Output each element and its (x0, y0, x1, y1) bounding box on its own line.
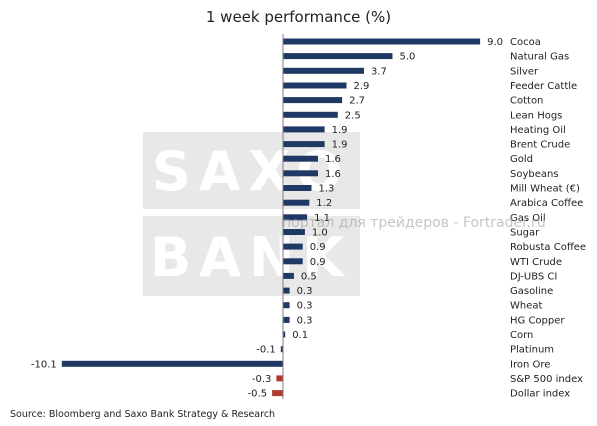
bar-wti-crude (283, 258, 303, 265)
value-label-cotton: 2.7 (349, 96, 365, 107)
value-label-gas-oil: 1.1 (314, 213, 330, 224)
category-label-cocoa: Cocoa (510, 37, 541, 48)
value-label-feeder-cattle: 2.9 (354, 81, 370, 92)
value-label-gasoline: 0.3 (297, 286, 313, 297)
bar-iron-ore (61, 360, 283, 367)
bars-layer: 9.0 Cocoa 5.0 Natural Gas 3.7 Silver 2.9 Feeder… (31, 37, 586, 400)
category-label-heating-oil: Heating Oil (510, 125, 566, 136)
value-label-sugar: 1.0 (312, 228, 328, 239)
value-label-s-p-500-index: -0.3 (252, 374, 272, 385)
category-label-dj-ubs-ci: DJ-UBS CI (510, 271, 557, 282)
bar-corn (283, 331, 286, 338)
value-label-natural-gas: 5.0 (400, 52, 416, 63)
bar-arabica-coffee (283, 199, 310, 206)
category-label-gold: Gold (510, 154, 533, 165)
category-label-soybeans: Soybeans (510, 169, 559, 180)
bar-soybeans (283, 170, 318, 177)
category-label-lean-hogs: Lean Hogs (510, 110, 562, 121)
site-watermark: портал для трейдеров - Fortrader.ru (282, 215, 546, 231)
category-label-iron-ore: Iron Ore (510, 359, 550, 370)
bar-platinum (280, 346, 283, 353)
bar-silver (283, 67, 364, 74)
bar-brent-crude (283, 141, 325, 148)
bar-robusta-coffee (283, 243, 303, 250)
category-label-corn: Corn (510, 330, 533, 341)
bar-gas-oil (283, 214, 308, 221)
chart-source: Source: Bloomberg and Saxo Bank Strategy… (10, 409, 276, 420)
bar-sugar (283, 229, 305, 235)
category-label-feeder-cattle: Feeder Cattle (510, 81, 577, 92)
logo-text-bank: BANK (150, 226, 352, 289)
category-label-wti-crude: WTI Crude (510, 257, 562, 268)
category-label-wheat: Wheat (510, 301, 543, 312)
value-label-heating-oil: 1.9 (332, 125, 348, 136)
value-label-dj-ubs-ci: 0.5 (301, 271, 317, 282)
value-label-iron-ore: -10.1 (31, 359, 57, 370)
category-label-sugar: Sugar (510, 228, 540, 239)
value-label-hg-copper: 0.3 (297, 315, 313, 326)
bar-heating-oil (283, 126, 325, 133)
category-label-robusta-coffee: Robusta Coffee (510, 242, 586, 253)
category-label-silver: Silver (510, 66, 539, 77)
value-label-corn: 0.1 (292, 330, 308, 341)
bar-hg-copper (283, 316, 290, 323)
value-label-cocoa: 9.0 (487, 37, 503, 48)
bar-gasoline (283, 287, 290, 294)
category-label-cotton: Cotton (510, 96, 543, 107)
bar-wheat (283, 302, 290, 309)
value-label-silver: 3.7 (371, 66, 387, 77)
bar-cotton (283, 97, 343, 104)
bar-cocoa (283, 38, 481, 45)
category-label-mill-wheat: Mill Wheat (€) (510, 184, 580, 195)
category-label-s-p-500-index: S&P 500 index (510, 374, 583, 385)
chart-title: 1 week performance (%) (205, 8, 392, 26)
value-label-mill-wheat: 1.3 (319, 184, 335, 195)
value-label-brent-crude: 1.9 (332, 140, 348, 151)
value-label-wti-crude: 0.9 (310, 257, 326, 268)
bar-dollar-index (272, 390, 283, 397)
category-label-gas-oil: Gas Oil (510, 213, 546, 224)
bar-mill-wheat (283, 185, 312, 191)
category-label-dollar-index: Dollar index (510, 389, 570, 400)
category-label-platinum: Platinum (510, 345, 554, 356)
bar-lean-hogs (283, 111, 338, 118)
bar-gold (283, 155, 318, 162)
category-label-gasoline: Gasoline (510, 286, 553, 297)
value-label-lean-hogs: 2.5 (345, 110, 361, 121)
value-label-arabica-coffee: 1.2 (316, 198, 332, 209)
value-label-dollar-index: -0.5 (248, 389, 268, 400)
category-label-brent-crude: Brent Crude (510, 140, 570, 151)
bar-natural-gas (283, 53, 393, 60)
bar-dj-ubs-ci (283, 272, 294, 279)
value-label-gold: 1.6 (325, 154, 341, 165)
value-label-soybeans: 1.6 (325, 169, 341, 180)
category-label-hg-copper: HG Copper (510, 315, 565, 326)
category-label-natural-gas: Natural Gas (510, 52, 569, 63)
category-label-arabica-coffee: Arabica Coffee (510, 198, 583, 209)
value-label-platinum: -0.1 (256, 345, 276, 356)
bar-s-p-500-index (276, 375, 283, 382)
value-label-robusta-coffee: 0.9 (310, 242, 326, 253)
value-label-wheat: 0.3 (297, 301, 313, 312)
bar-feeder-cattle (283, 82, 347, 89)
